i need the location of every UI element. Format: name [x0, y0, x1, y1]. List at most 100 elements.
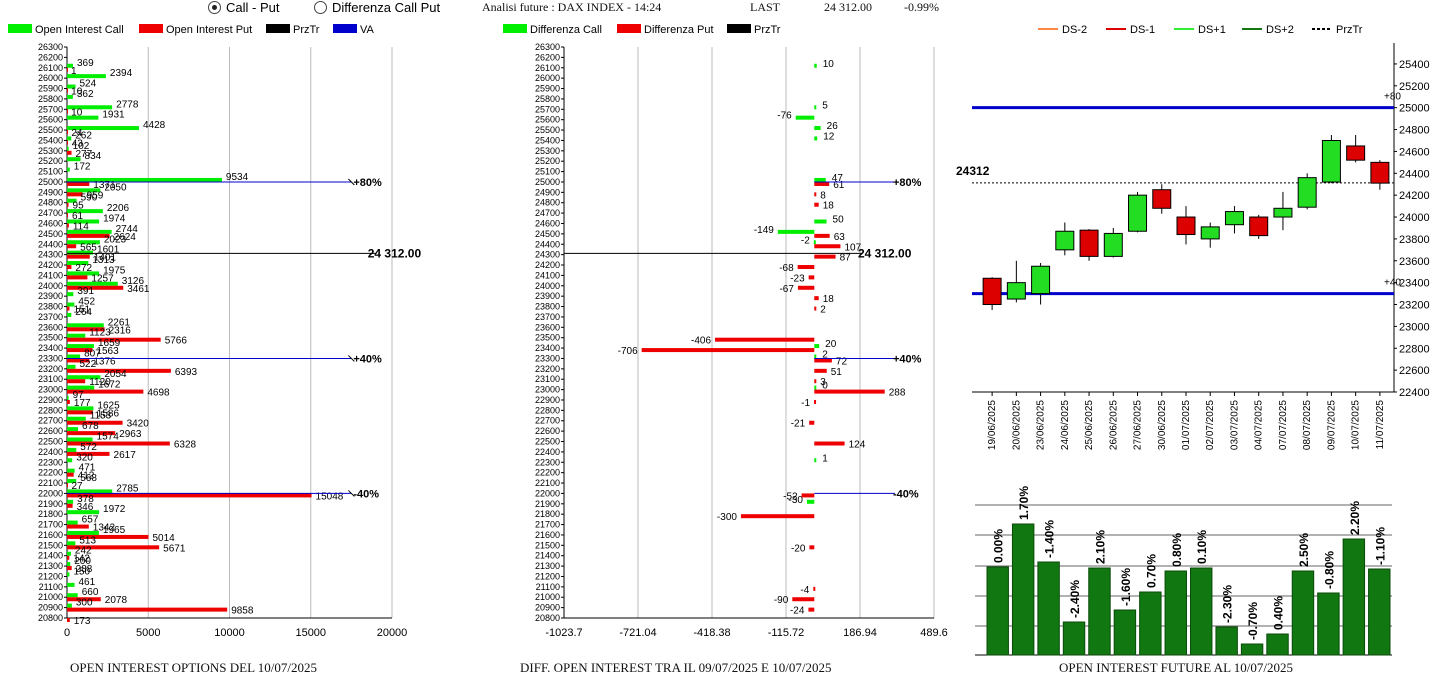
diff-call-bar — [806, 499, 815, 504]
put-bar — [67, 348, 93, 353]
pct-bar — [1291, 570, 1315, 656]
put-bar — [67, 389, 144, 394]
y2-tick-label: 24500 — [535, 229, 560, 239]
x3-tick-label: 27/06/2025 — [1133, 400, 1144, 450]
y2-tick-label: 22200 — [535, 468, 560, 478]
radio-selected-icon[interactable] — [208, 1, 221, 14]
diff-put-bar — [808, 607, 815, 612]
pct-bar-label: 0.10% — [1195, 530, 1209, 564]
level-label: +80 — [1384, 92, 1401, 103]
call-value-label: 2206 — [107, 203, 130, 214]
pct-bar-label: 0.00% — [992, 529, 1006, 563]
y2-tick-label: 21100 — [536, 582, 560, 592]
call-bar — [67, 427, 79, 432]
diff-put-bar — [814, 202, 819, 207]
call-value-label: 461 — [78, 577, 95, 588]
va2-label: +80% — [893, 177, 922, 189]
y2-tick-label: 26000 — [535, 73, 560, 83]
y-tick-label: 21600 — [38, 530, 63, 540]
diff-put-bar — [814, 368, 827, 373]
call-bar — [67, 572, 70, 577]
put-value-label: 1 — [71, 66, 77, 77]
diff-call-label: 20 — [825, 339, 837, 350]
pct-bar — [1266, 633, 1289, 656]
legend-swatch-0 — [8, 24, 32, 33]
call-value-label: 150 — [73, 566, 90, 577]
last-label: LAST — [750, 0, 780, 14]
diff-put-bar — [641, 348, 815, 353]
legend2-label: Differenza Call — [530, 24, 602, 36]
va-marker — [348, 355, 355, 362]
put-value-label: 3461 — [127, 284, 150, 295]
diff-call-label: 5 — [822, 100, 828, 111]
put-value-label: 2078 — [105, 595, 128, 606]
legend-label: Open Interest Put — [166, 24, 252, 36]
put-bar — [67, 379, 86, 384]
radio-unselected-icon[interactable] — [314, 1, 327, 14]
legend-label: VA — [360, 24, 375, 36]
diff-put-bar — [813, 586, 816, 591]
y-tick-label: 25000 — [38, 177, 63, 187]
call-bar — [67, 551, 71, 556]
y2-tick-label: 24700 — [535, 208, 560, 218]
put-bar — [67, 223, 69, 228]
radio-call-put[interactable]: Call - Put — [208, 0, 279, 15]
legend2-swatch-2 — [727, 24, 751, 33]
put-bar — [67, 337, 161, 342]
call-value-label: 1974 — [103, 213, 126, 224]
pct-bar — [1062, 621, 1086, 656]
radio-diff-call-put[interactable]: Differenza Call Put — [314, 0, 440, 15]
last-change: -0.99% — [904, 0, 939, 14]
diff-put-bar — [797, 285, 815, 290]
put-value-label: 1563 — [96, 346, 119, 357]
diff-put-label: -90 — [774, 595, 789, 606]
candle-body — [1103, 232, 1123, 257]
diff-call-label: -76 — [777, 111, 792, 122]
put-bar — [67, 233, 110, 238]
y2-tick-label: 23300 — [535, 353, 560, 363]
call-value-label: 3126 — [122, 276, 145, 287]
y2-tick-label: 24100 — [535, 270, 560, 280]
x3-tick-label: 01/07/2025 — [1181, 400, 1192, 450]
put-value-label: 9858 — [231, 606, 254, 617]
put-bar — [67, 493, 312, 498]
x3-tick-label: 23/06/2025 — [1036, 400, 1047, 450]
legend-label: Open Interest Call — [35, 24, 124, 36]
put-bar — [67, 327, 105, 332]
call-value-label: 568 — [80, 473, 97, 484]
put-value-label: 4698 — [147, 388, 170, 399]
call-value-label: 2050 — [104, 182, 127, 193]
call-bar — [67, 406, 94, 411]
put-bar — [67, 109, 68, 114]
diff-call-bar — [795, 115, 815, 120]
put-bar — [67, 265, 72, 270]
diff-put-label: -406 — [691, 336, 711, 347]
y2-tick-label: 25800 — [535, 94, 560, 104]
x2-tick-label: -115.72 — [768, 627, 805, 639]
put-bar — [67, 534, 149, 539]
legend2-label: Differenza Put — [644, 24, 714, 36]
put-value-label: 61 — [72, 211, 84, 222]
y2-tick-label: 22800 — [535, 405, 560, 415]
y-tick-label: 21400 — [38, 551, 63, 561]
pct-bar — [1240, 643, 1264, 656]
put-bar — [67, 275, 88, 280]
call-bar — [67, 385, 95, 390]
call-bar — [67, 292, 74, 297]
y2-tick-label: 21000 — [535, 592, 560, 602]
put-value-label: 412 — [78, 471, 95, 482]
legend-swatch-3 — [333, 24, 357, 33]
y2-tick-label: 26200 — [535, 52, 560, 62]
pct-bar — [1215, 626, 1238, 656]
y-tick-label: 23600 — [38, 322, 63, 332]
candle-body — [1297, 177, 1317, 208]
y-tick-label: 25200 — [38, 156, 63, 166]
put-bar — [67, 524, 89, 529]
y-tick-label: 26300 — [38, 42, 63, 52]
legend3-label: DS-2 — [1062, 24, 1087, 36]
diff-put-label: 288 — [889, 388, 906, 399]
call-value-label: 834 — [85, 151, 102, 162]
diff-call-bar — [814, 126, 821, 131]
legend-label: PrzTr — [293, 24, 320, 36]
legend2-label: PrzTr — [754, 24, 781, 36]
